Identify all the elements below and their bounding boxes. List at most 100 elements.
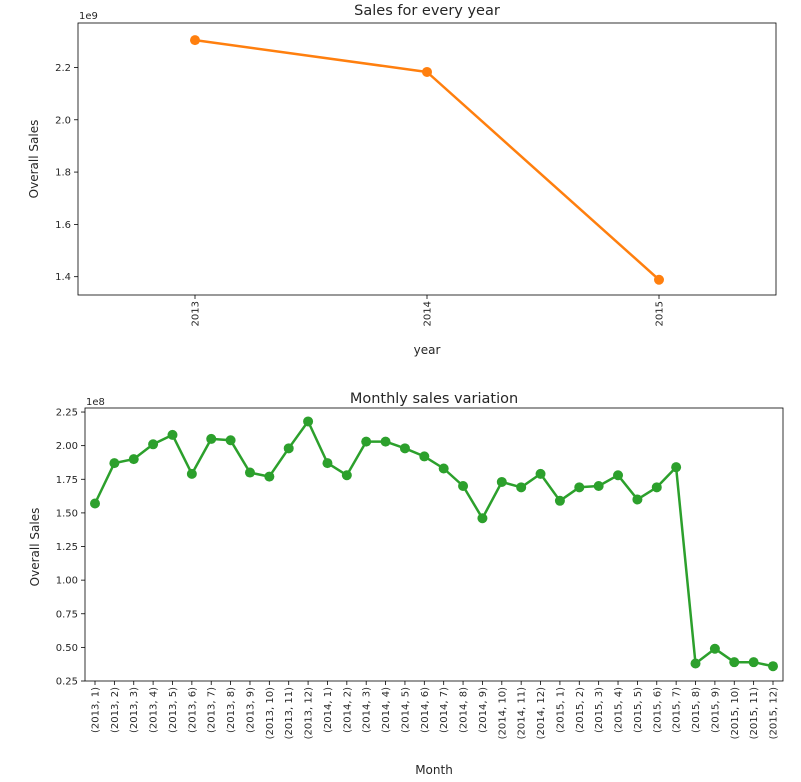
data-point <box>516 482 527 493</box>
data-point <box>264 471 275 482</box>
data-point <box>496 476 507 487</box>
series-line <box>90 416 778 672</box>
data-point <box>186 468 197 479</box>
x-tick-label: (2015, 10) <box>730 687 741 739</box>
x-tick-label: (2014, 5) <box>400 687 411 733</box>
y-ticks: 0.25 0.50 0.75 1.00 1.25 1.50 1.75 2.00 2.25 <box>56 408 85 688</box>
data-point <box>399 443 410 454</box>
data-point <box>283 443 294 454</box>
x-tick-label: (2014, 7) <box>439 687 450 733</box>
x-tick-label: (2013, 5) <box>168 687 179 733</box>
x-tick-label: 2015 <box>655 301 666 326</box>
y-tick-label: 1.6 <box>55 220 71 231</box>
x-axis-label: year <box>414 343 441 357</box>
data-point <box>690 658 701 669</box>
x-tick-label: (2013, 4) <box>149 687 160 733</box>
x-tick-label: (2013, 6) <box>187 687 198 733</box>
data-point <box>554 495 565 506</box>
y-axis-label: Overall Sales <box>28 508 42 587</box>
x-tick-label: (2014, 6) <box>420 687 431 733</box>
data-point <box>322 458 333 469</box>
monthly-sales-chart: Monthly sales variation 1e8 Month Overal… <box>28 391 784 777</box>
data-point <box>574 482 585 493</box>
data-point <box>380 436 391 447</box>
data-point <box>90 498 100 509</box>
data-point <box>422 66 432 77</box>
x-tick-label: (2015, 9) <box>710 687 721 733</box>
data-point <box>128 454 139 465</box>
chart-title: Monthly sales variation <box>350 391 518 407</box>
series-path <box>93 420 774 668</box>
offset-label: 1e8 <box>86 397 105 408</box>
y-tick-label: 1.25 <box>56 542 78 553</box>
y-tick-label: 1.00 <box>56 576 78 587</box>
x-tick-label: (2015, 8) <box>691 687 702 733</box>
x-tick-label: (2013, 10) <box>265 687 276 739</box>
x-tick-label: (2014, 1) <box>323 687 334 733</box>
x-ticks: (2013, 1) (2013, 2) (2013, 3) (2013, 4) (201… <box>91 681 780 739</box>
x-tick-label: (2015, 11) <box>749 687 760 739</box>
x-tick-label: (2014, 4) <box>381 687 392 733</box>
y-tick-label: 0.25 <box>56 677 78 688</box>
data-point <box>632 494 643 505</box>
data-point <box>729 657 740 668</box>
x-tick-label: (2014, 8) <box>459 687 470 733</box>
x-tick-label: (2014, 11) <box>517 687 528 739</box>
data-point <box>748 657 759 668</box>
y-tick-label: 1.50 <box>56 508 78 519</box>
x-tick-label: (2015, 3) <box>594 687 605 733</box>
data-point <box>148 439 159 450</box>
x-tick-label: (2015, 7) <box>672 687 683 733</box>
x-tick-label: (2015, 4) <box>614 687 625 733</box>
x-tick-label: (2015, 5) <box>633 687 644 733</box>
data-point <box>671 462 682 473</box>
x-tick-label: (2015, 2) <box>575 687 586 733</box>
x-tick-label: (2015, 1) <box>555 687 566 733</box>
data-point <box>244 467 255 478</box>
y-tick-label: 1.75 <box>56 475 78 486</box>
data-point <box>438 463 449 474</box>
x-tick-label: (2014, 12) <box>536 687 547 739</box>
x-tick-label: (2013, 12) <box>304 687 315 739</box>
y-tick-label: 0.75 <box>56 609 78 620</box>
y-tick-label: 2.25 <box>56 408 78 419</box>
data-point <box>654 274 664 285</box>
x-tick-label: (2013, 9) <box>245 687 256 733</box>
x-tick-label: (2015, 12) <box>769 687 780 739</box>
y-tick-label: 1.4 <box>55 272 71 283</box>
yearly-sales-chart: Sales for every year 1e9 year Overall Sa… <box>27 3 777 357</box>
data-point <box>419 451 430 462</box>
chart-title: Sales for every year <box>354 3 500 19</box>
data-point <box>768 661 778 672</box>
x-tick-label: 2014 <box>423 301 434 326</box>
x-tick-label: (2015, 6) <box>652 687 663 733</box>
x-tick-label: (2014, 9) <box>478 687 489 733</box>
data-point <box>341 470 352 481</box>
x-tick-label: (2014, 2) <box>342 687 353 733</box>
y-ticks: 1.4 1.6 1.8 2.0 2.2 <box>55 63 78 283</box>
x-tick-label: (2014, 3) <box>362 687 373 733</box>
y-tick-label: 1.8 <box>55 168 71 179</box>
x-tick-label: (2013, 1) <box>91 687 102 733</box>
y-tick-label: 0.50 <box>56 643 78 654</box>
data-point <box>225 435 236 446</box>
data-point <box>613 470 624 481</box>
data-point <box>593 481 604 491</box>
x-tick-label: (2013, 8) <box>226 687 237 733</box>
data-point <box>303 416 314 427</box>
data-point <box>535 468 546 479</box>
plot-frame <box>77 22 777 296</box>
x-tick-label: (2013, 11) <box>284 687 295 739</box>
x-tick-label: (2014, 10) <box>497 687 508 739</box>
data-point <box>167 429 178 440</box>
data-point <box>477 513 488 524</box>
x-tick-label: (2013, 7) <box>207 687 218 733</box>
offset-label: 1e9 <box>79 11 98 22</box>
plot-frame <box>84 407 784 682</box>
y-tick-label: 2.00 <box>56 441 78 452</box>
data-point <box>361 436 372 447</box>
series-line <box>190 35 664 285</box>
y-tick-label: 2.2 <box>55 63 71 74</box>
x-tick-label: 2013 <box>191 301 202 326</box>
